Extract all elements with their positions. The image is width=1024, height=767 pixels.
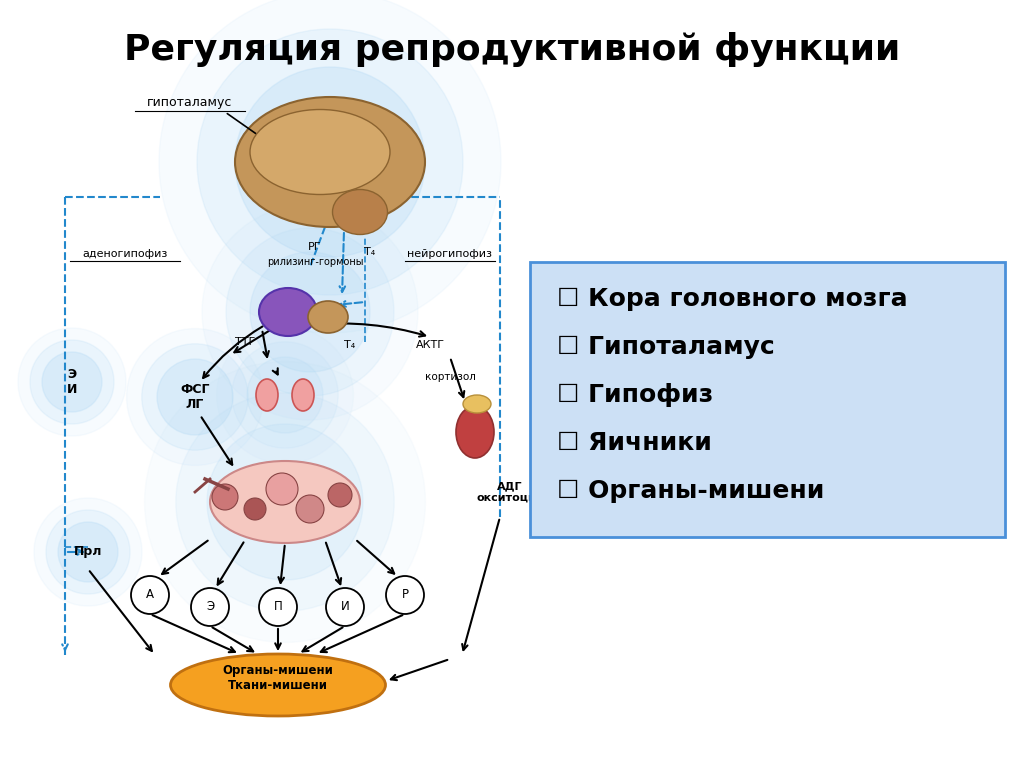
Circle shape — [202, 204, 418, 420]
Circle shape — [266, 473, 298, 505]
Circle shape — [234, 67, 425, 257]
Ellipse shape — [333, 189, 387, 235]
Circle shape — [157, 359, 233, 435]
Ellipse shape — [256, 379, 278, 411]
Ellipse shape — [456, 406, 494, 458]
Circle shape — [231, 342, 338, 448]
Circle shape — [34, 498, 142, 606]
Text: Регуляция репродуктивной функции: Регуляция репродуктивной функции — [124, 32, 900, 67]
Text: аденогипофиз: аденогипофиз — [82, 249, 168, 259]
Text: П: П — [273, 601, 283, 614]
Text: T₄: T₄ — [365, 247, 376, 257]
Circle shape — [207, 424, 362, 580]
Circle shape — [326, 588, 364, 626]
Circle shape — [250, 252, 370, 372]
Text: Э
И: Э И — [67, 368, 77, 396]
Circle shape — [58, 522, 118, 582]
FancyBboxPatch shape — [530, 262, 1005, 537]
Ellipse shape — [463, 395, 490, 413]
Circle shape — [141, 344, 248, 450]
Circle shape — [386, 576, 424, 614]
Text: Р: Р — [401, 588, 409, 601]
Text: ☐ Органы-мишени: ☐ Органы-мишени — [557, 479, 824, 503]
Circle shape — [144, 361, 425, 643]
Text: нейрогипофиз: нейрогипофиз — [408, 249, 493, 259]
Text: ☐ Яичники: ☐ Яичники — [557, 431, 712, 455]
Circle shape — [244, 498, 266, 520]
Circle shape — [296, 495, 324, 523]
Circle shape — [226, 228, 394, 396]
Text: ФСГ
ЛГ: ФСГ ЛГ — [180, 383, 210, 411]
Text: АДГ
окситоцин: АДГ окситоцин — [476, 481, 544, 503]
Text: Прл: Прл — [74, 545, 102, 558]
Ellipse shape — [259, 288, 317, 336]
Circle shape — [159, 0, 501, 333]
Text: Э: Э — [206, 601, 214, 614]
Circle shape — [18, 328, 126, 436]
Circle shape — [127, 328, 263, 466]
Text: АКТГ: АКТГ — [416, 340, 444, 350]
Circle shape — [217, 327, 353, 463]
Circle shape — [46, 510, 130, 594]
Circle shape — [212, 484, 238, 510]
Text: Органы-мишени
Ткани-мишени: Органы-мишени Ткани-мишени — [222, 664, 334, 692]
Text: гипоталамус: гипоталамус — [147, 96, 232, 109]
Ellipse shape — [210, 461, 360, 543]
Circle shape — [328, 483, 352, 507]
Circle shape — [191, 588, 229, 626]
Text: ☐ Гипофиз: ☐ Гипофиз — [557, 383, 714, 407]
Text: кортизол: кортизол — [425, 372, 475, 382]
Circle shape — [131, 576, 169, 614]
Circle shape — [259, 588, 297, 626]
Circle shape — [42, 352, 102, 412]
Text: ☐ Гипоталамус: ☐ Гипоталамус — [557, 335, 775, 359]
Text: РГ: РГ — [308, 242, 322, 252]
Circle shape — [197, 29, 463, 295]
Ellipse shape — [308, 301, 348, 333]
Circle shape — [176, 393, 394, 611]
Text: T₄: T₄ — [344, 340, 355, 350]
Ellipse shape — [234, 97, 425, 227]
Text: И: И — [341, 601, 349, 614]
Text: рилизинг-гормоны: рилизинг-гормоны — [266, 257, 364, 267]
Ellipse shape — [250, 110, 390, 195]
Text: А: А — [146, 588, 154, 601]
Circle shape — [30, 340, 114, 424]
Ellipse shape — [171, 654, 385, 716]
Text: ТТГ: ТТГ — [234, 337, 255, 347]
Circle shape — [247, 357, 323, 433]
Text: ☐ Кора головного мозга: ☐ Кора головного мозга — [557, 287, 907, 311]
Ellipse shape — [292, 379, 314, 411]
